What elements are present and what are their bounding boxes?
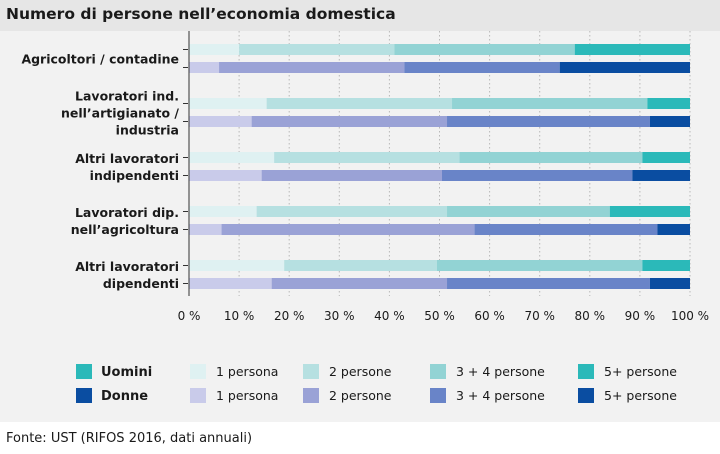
legend-item-label: 2 persone xyxy=(329,388,392,403)
x-tick-label: 10 % xyxy=(224,309,255,323)
x-tick-label: 20 % xyxy=(274,309,305,323)
legend-swatch xyxy=(190,364,206,379)
legend-item-label: 5+ persone xyxy=(604,364,677,379)
bar-segment xyxy=(189,260,285,271)
x-tick-label: 50 % xyxy=(424,309,455,323)
x-tick-label: 70 % xyxy=(524,309,555,323)
bar-segment xyxy=(609,206,690,217)
bar-segment xyxy=(447,116,650,127)
bar-segment xyxy=(189,170,262,181)
bar-segment xyxy=(189,98,267,109)
bar-segment xyxy=(274,152,460,163)
x-tick-label: 40 % xyxy=(374,309,405,323)
bar-segment xyxy=(459,152,643,163)
bar-segment xyxy=(447,206,610,217)
x-tick-label: 0 % xyxy=(178,309,201,323)
bar-segment xyxy=(559,62,690,73)
legend-swatch xyxy=(430,388,446,403)
chart-panel: Agricoltori / contadine Lavoratori ind. ne… xyxy=(0,31,720,422)
category-label: Lavoratori dip. xyxy=(75,205,179,220)
bar-segment xyxy=(271,278,448,289)
legend-swatch xyxy=(578,388,594,403)
bar-segment xyxy=(649,116,690,127)
legend-swatch xyxy=(430,364,446,379)
x-tick-label: 30 % xyxy=(324,309,355,323)
category-label: indipendenti xyxy=(90,168,179,183)
bar-segment xyxy=(266,98,453,109)
bar-segment xyxy=(251,116,448,127)
legend-series-label: Uomini xyxy=(101,365,152,380)
bar-segment xyxy=(189,206,257,217)
category-label: nell’artigianato / xyxy=(61,106,179,121)
category-label: Agricoltori / contadine xyxy=(21,52,179,67)
legend-item-label: 3 + 4 persone xyxy=(456,388,545,403)
legend-item-label: 1 persona xyxy=(216,388,278,403)
category-label: dipendenti xyxy=(103,276,179,291)
legend-series-label: Donne xyxy=(101,389,148,404)
bar-segment xyxy=(219,62,405,73)
category-label: nell’agricoltura xyxy=(71,222,179,237)
bar-segment xyxy=(189,224,222,235)
x-tick-label: 100 % xyxy=(671,309,709,323)
bar-segment xyxy=(189,44,240,55)
legend-item-label: 1 persona xyxy=(216,364,278,379)
bar-segment xyxy=(447,278,650,289)
bar-segment xyxy=(642,260,690,271)
legend-item-label: 5+ persone xyxy=(604,388,677,403)
legend-swatch xyxy=(76,388,92,403)
bar-segment xyxy=(442,170,633,181)
legend-swatch xyxy=(190,388,206,403)
bar-segment xyxy=(657,224,690,235)
category-label: Altri lavoratori xyxy=(75,151,179,166)
legend-swatch xyxy=(303,364,319,379)
bar-segment xyxy=(239,44,395,55)
chart-title: Numero di persone nell’economia domestic… xyxy=(6,5,396,23)
stacked-bar-chart: Agricoltori / contadine Lavoratori ind. ne… xyxy=(21,31,709,404)
bar-segment xyxy=(642,152,690,163)
x-tick-label: 80 % xyxy=(575,309,606,323)
bar-segment xyxy=(261,170,443,181)
bar-segment xyxy=(452,98,648,109)
bar-segment xyxy=(649,278,690,289)
bar-segment xyxy=(647,98,690,109)
bar-segment xyxy=(189,116,252,127)
bar-segment xyxy=(404,62,560,73)
legend-item-label: 2 persone xyxy=(329,364,392,379)
title-bar: Numero di persone nell’economia domestic… xyxy=(0,0,720,31)
bar-segment xyxy=(574,44,690,55)
category-label: industria xyxy=(116,123,179,138)
bar-segment xyxy=(189,152,275,163)
bar-segment xyxy=(436,260,643,271)
x-tick-label: 90 % xyxy=(625,309,656,323)
bar-segment xyxy=(189,278,272,289)
category-label: Lavoratori ind. xyxy=(75,89,179,104)
legend-swatch xyxy=(76,364,92,379)
bar-segment xyxy=(256,206,448,217)
bar-segment xyxy=(632,170,690,181)
bar-segment xyxy=(474,224,658,235)
x-tick-label: 60 % xyxy=(474,309,505,323)
legend-item-label: 3 + 4 persone xyxy=(456,364,545,379)
legend-swatch xyxy=(578,364,594,379)
bar-segment xyxy=(189,62,220,73)
category-label: Altri lavoratori xyxy=(75,259,179,274)
source-note: Fonte: UST (RIFOS 2016, dati annuali) xyxy=(6,431,253,446)
legend-swatch xyxy=(303,388,319,403)
bar-segment xyxy=(284,260,437,271)
bar-segment xyxy=(221,224,475,235)
bar-segment xyxy=(394,44,575,55)
